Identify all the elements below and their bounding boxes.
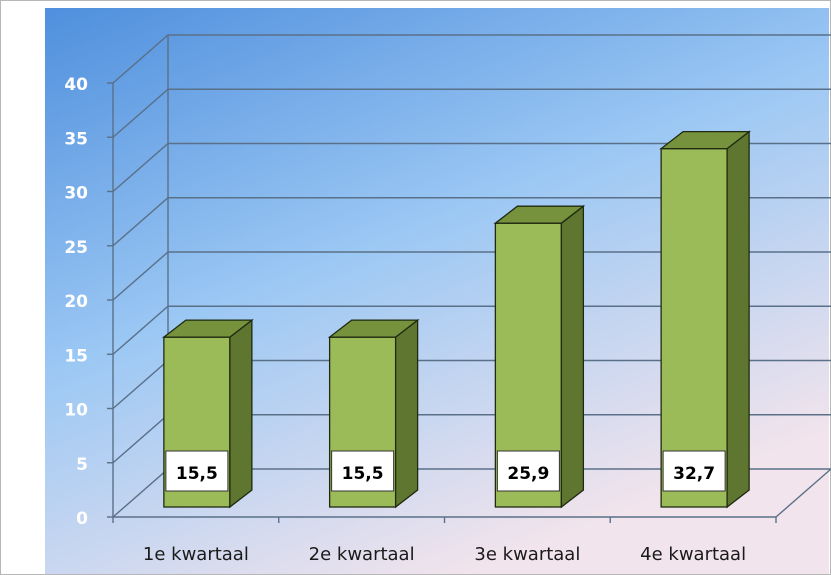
y-tick-label: 25 (64, 238, 88, 258)
bar-side (726, 130, 750, 509)
value-label: 32,7 (673, 464, 715, 484)
bar-top (493, 205, 586, 224)
floor-right-edge (775, 468, 831, 518)
labels: 0 5 10 15 20 25 30 35 40 15,5 1e kwartaal 15,5 2e kw… (64, 75, 746, 565)
category-label: 2e kwartaal (309, 544, 415, 565)
y-tick-label: 10 (64, 401, 88, 421)
y-tick-label: 40 (64, 75, 88, 95)
bars (161, 130, 752, 509)
y-tick-label: 20 (64, 292, 88, 312)
y-tick-label: 30 (64, 184, 88, 204)
bar-front (660, 148, 728, 508)
y-tick-label: 0 (76, 509, 88, 529)
bar-side (229, 318, 253, 509)
gridlines (107, 34, 831, 523)
y-tick-label: 15 (64, 346, 88, 366)
value-label: 25,9 (507, 464, 549, 484)
bar-top (327, 319, 420, 338)
category-label: 1e kwartaal (143, 544, 249, 565)
category-label: 4e kwartaal (640, 544, 746, 565)
y-tick-label: 35 (64, 129, 88, 149)
category-label: 3e kwartaal (474, 544, 580, 565)
value-label: 15,5 (342, 464, 384, 484)
bar-side (394, 318, 419, 509)
value-label: 15,5 (176, 464, 218, 484)
y-tick-label: 5 (76, 455, 88, 475)
value-label-box (165, 450, 229, 492)
bar-side (560, 204, 585, 509)
value-label-box (496, 450, 560, 492)
bar-top (161, 319, 254, 338)
value-label-box (331, 450, 395, 492)
value-label-box (662, 450, 726, 492)
bar-top (659, 131, 752, 150)
